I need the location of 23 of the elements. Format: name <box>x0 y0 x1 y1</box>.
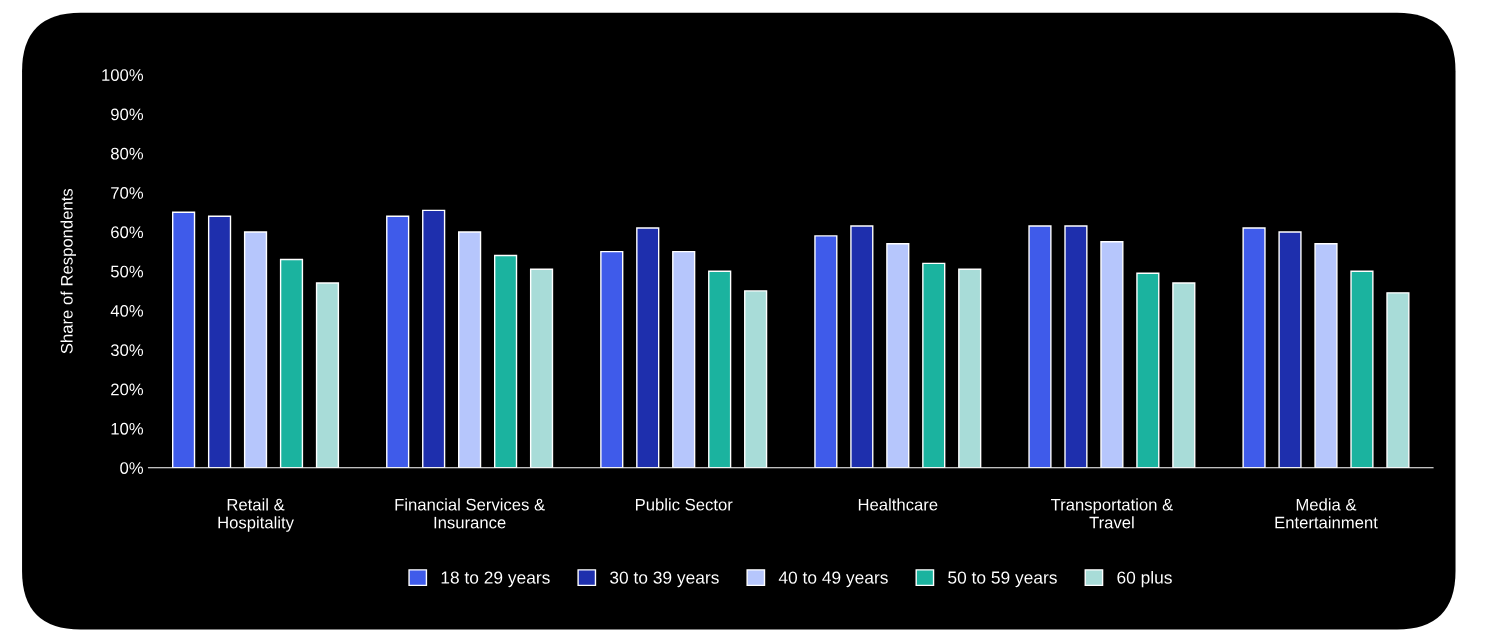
legend-label: 50 to 59 years <box>948 571 1057 588</box>
legend-label: 40 to 49 years <box>778 571 888 588</box>
y-tick-label: 90% <box>111 108 144 121</box>
x-tick-label: Retail & Hospitality <box>218 498 294 532</box>
legend-label: 18 to 29 years <box>441 571 550 588</box>
y-tick-label: 0% <box>120 462 144 474</box>
y-tick-label: 50% <box>110 265 144 278</box>
y-tick-label: 20% <box>111 383 144 396</box>
y-tick-label: 10% <box>111 422 144 435</box>
legend-label: 30 to 39 years <box>610 571 719 588</box>
legend-label: 60 plus <box>1117 570 1172 588</box>
y-tick-label: 70% <box>111 187 144 199</box>
y-tick-label: 40% <box>110 304 144 317</box>
x-tick-label: Transportation & Travel <box>1050 498 1173 529</box>
y-tick-label: 100% <box>102 69 144 81</box>
x-tick-label: Financial Services & Insurance <box>395 498 545 529</box>
x-tick-label: Healthcare <box>858 498 938 511</box>
x-tick-label: Public Sector <box>635 498 733 511</box>
y-axis-title: Share of Respondents <box>60 188 77 354</box>
x-tick-label: Media & Entertainment <box>1275 498 1378 529</box>
y-tick-label: 80% <box>111 147 144 160</box>
y-tick-label: 60% <box>111 226 144 239</box>
y-tick-label: 30% <box>110 344 144 357</box>
